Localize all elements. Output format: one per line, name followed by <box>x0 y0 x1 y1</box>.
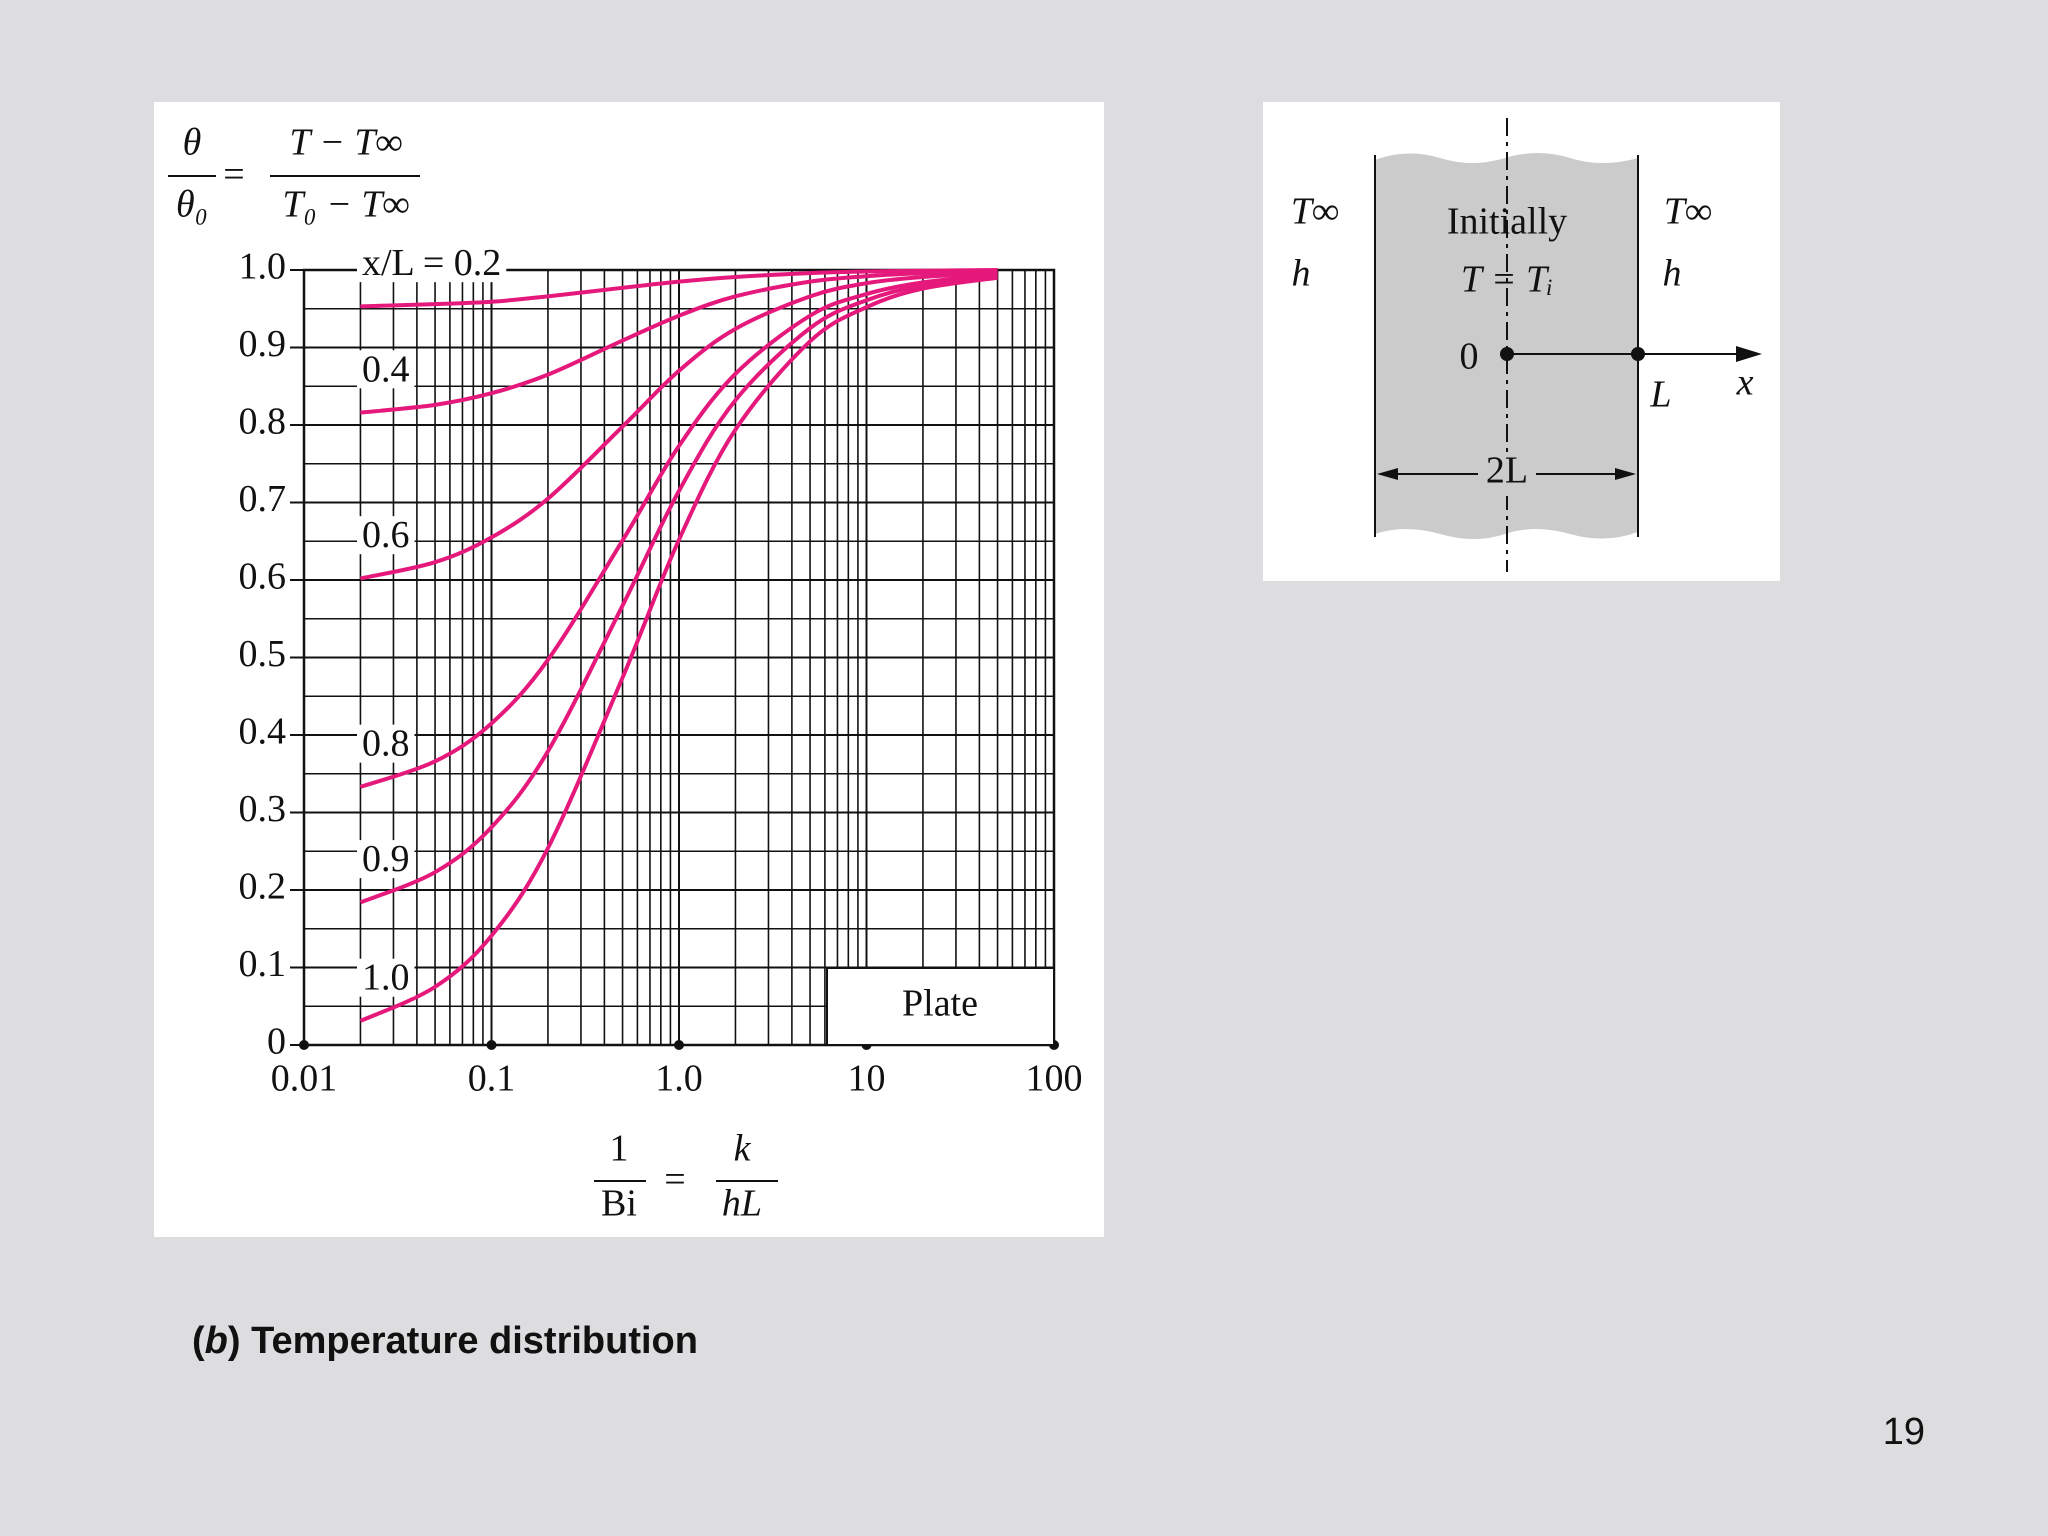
curve <box>359 274 998 905</box>
y-tick-label: 0.9 <box>239 323 287 365</box>
origin-label: 0 <box>1460 336 1479 378</box>
plot-frame <box>302 268 1056 1047</box>
curve <box>360 271 998 581</box>
curve <box>359 272 998 789</box>
ylabel-rhs-den: T₀ − T∞ <box>282 184 409 226</box>
y-tick-label: 0.5 <box>239 633 287 675</box>
annotation: Plate <box>902 983 978 1025</box>
ylabel-equals: = <box>223 154 244 196</box>
chart-panel <box>154 102 1104 1237</box>
body-label: Initially <box>1447 201 1567 243</box>
body-temp: T = Tᵢ <box>1461 259 1553 301</box>
left-fluid-h: h <box>1292 253 1311 295</box>
annotation-box <box>826 967 1055 1046</box>
axis-label: x <box>1736 362 1754 404</box>
curve-label: 0.4 <box>362 348 410 390</box>
y-tick-label: 0.8 <box>239 401 287 443</box>
caption: (b) Temperature distribution <box>192 1320 698 1362</box>
curve <box>360 268 998 309</box>
y-tick-label: 0.2 <box>239 866 287 908</box>
right-fluid-h: h <box>1663 253 1682 295</box>
caption-part: ) Temperature distribution <box>228 1320 698 1362</box>
y-tick-label: 0.7 <box>239 478 287 520</box>
xlabel-lhs-den: Bi <box>601 1183 637 1225</box>
x-tick-label: 100 <box>1026 1058 1083 1100</box>
left-fluid-temp: T∞ <box>1291 191 1339 233</box>
y-tick-label: 0 <box>267 1021 286 1063</box>
curve-label: 0.6 <box>362 514 410 556</box>
caption-part: ( <box>192 1320 205 1362</box>
curve <box>360 269 998 415</box>
y-tick-label: 0.3 <box>239 788 287 830</box>
arrow-head <box>1736 346 1762 362</box>
label-bg <box>357 350 415 389</box>
curve-label: 0.9 <box>362 838 410 880</box>
label-bg <box>357 724 415 763</box>
end-label: L <box>1649 374 1671 416</box>
label-bg <box>357 244 507 283</box>
xlabel-lhs-num: 1 <box>610 1128 629 1170</box>
xlabel-rhs-num: k <box>734 1128 752 1170</box>
curve <box>359 275 998 1023</box>
label-bg <box>357 958 415 997</box>
x-tick-label: 10 <box>848 1058 886 1100</box>
label-bg <box>1478 452 1536 496</box>
y-tick-label: 0.4 <box>239 711 287 753</box>
label-bg <box>357 840 415 879</box>
y-tick-label: 1.0 <box>239 246 287 288</box>
y-tick-label: 0.6 <box>239 556 287 598</box>
x-tick-label: 0.01 <box>271 1058 338 1100</box>
x-tick-label: 0.1 <box>468 1058 516 1100</box>
right-fluid-temp: T∞ <box>1664 191 1712 233</box>
caption-part: b <box>205 1320 228 1362</box>
xlabel-rhs-den: hL <box>722 1183 762 1225</box>
ylabel-lhs-den: θ₀ <box>176 184 208 226</box>
label-bg <box>357 516 415 555</box>
width-label: 2L <box>1486 450 1528 492</box>
ylabel-lhs-num: θ <box>183 122 202 164</box>
plot: 0 0.1 0.2 0.3 0.4 0.5 0.6 0.7 0.8 0.9 1.0 0.01 0.1 1.… <box>239 242 1083 1100</box>
xlabel-equals: = <box>664 1159 685 1201</box>
page-number: 19 <box>1883 1411 1925 1453</box>
end-dot <box>1631 347 1645 361</box>
y-tick-label: 0.1 <box>239 943 287 985</box>
x-tick-label: 1.0 <box>655 1058 703 1100</box>
ylabel-rhs-num: T − T∞ <box>289 122 402 164</box>
curve-label: 0.8 <box>362 723 410 765</box>
curve-label: 1.0 <box>362 957 410 999</box>
curve-label: x/L = 0.2 <box>362 242 501 284</box>
origin-dot <box>1500 347 1514 361</box>
